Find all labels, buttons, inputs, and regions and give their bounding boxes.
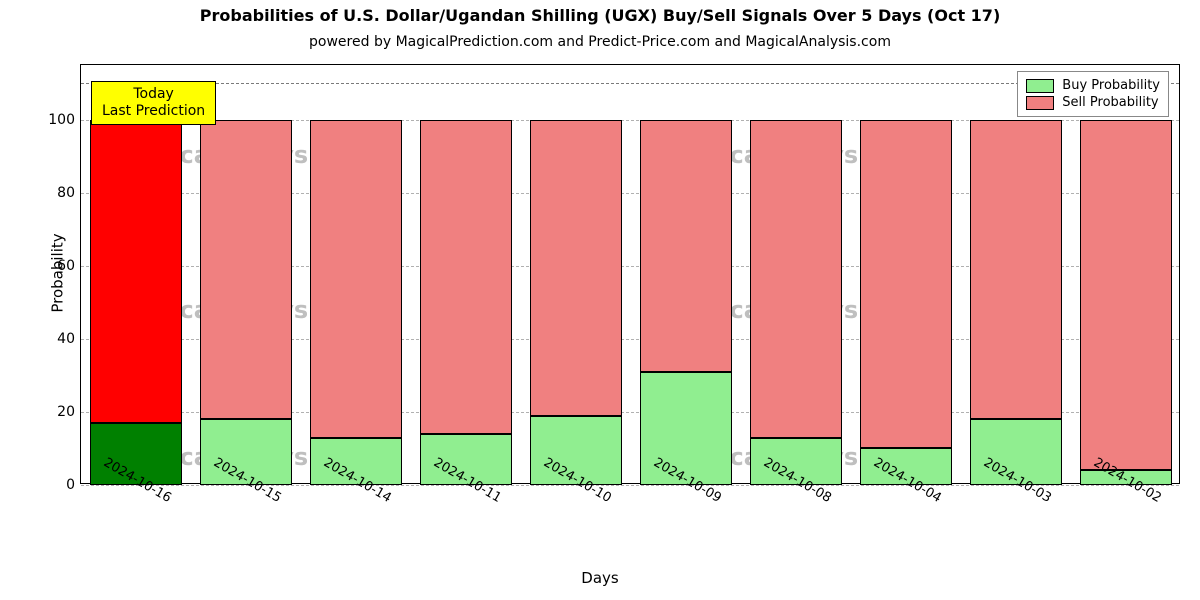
legend-entry-buy: Buy Probability (1026, 78, 1160, 93)
annot-line1: Today (102, 86, 205, 103)
legend-label-buy: Buy Probability (1062, 78, 1160, 93)
ytick-label: 40 (57, 331, 75, 347)
ytick-label: 100 (48, 112, 75, 128)
sell-bar (200, 120, 292, 419)
sell-bar (420, 120, 512, 434)
sell-bar (860, 120, 952, 449)
today-annotation: Today Last Prediction (91, 81, 216, 125)
legend-swatch-buy (1026, 79, 1054, 93)
sell-bar (530, 120, 622, 416)
legend-swatch-sell (1026, 96, 1054, 110)
legend: Buy Probability Sell Probability (1017, 71, 1169, 117)
y-axis-label: Probability (49, 233, 67, 312)
annot-line2: Last Prediction (102, 103, 205, 120)
ytick-label: 80 (57, 185, 75, 201)
chart-title: Probabilities of U.S. Dollar/Ugandan Shi… (0, 6, 1200, 25)
ytick-label: 0 (66, 477, 75, 493)
legend-entry-sell: Sell Probability (1026, 95, 1160, 110)
sell-bar (640, 120, 732, 372)
sell-bar (90, 120, 182, 423)
chart-container: Probabilities of U.S. Dollar/Ugandan Shi… (0, 0, 1200, 600)
chart-subtitle: powered by MagicalPrediction.com and Pre… (0, 34, 1200, 50)
threshold-line (81, 83, 1179, 84)
ytick-label: 20 (57, 404, 75, 420)
sell-bar (750, 120, 842, 438)
legend-label-sell: Sell Probability (1062, 95, 1158, 110)
plot-area: MagicalAnalysis.comMagicalAnalysis.comMa… (80, 64, 1180, 484)
sell-bar (970, 120, 1062, 419)
sell-bar (310, 120, 402, 438)
x-axis-label: Days (0, 569, 1200, 587)
sell-bar (1080, 120, 1172, 471)
